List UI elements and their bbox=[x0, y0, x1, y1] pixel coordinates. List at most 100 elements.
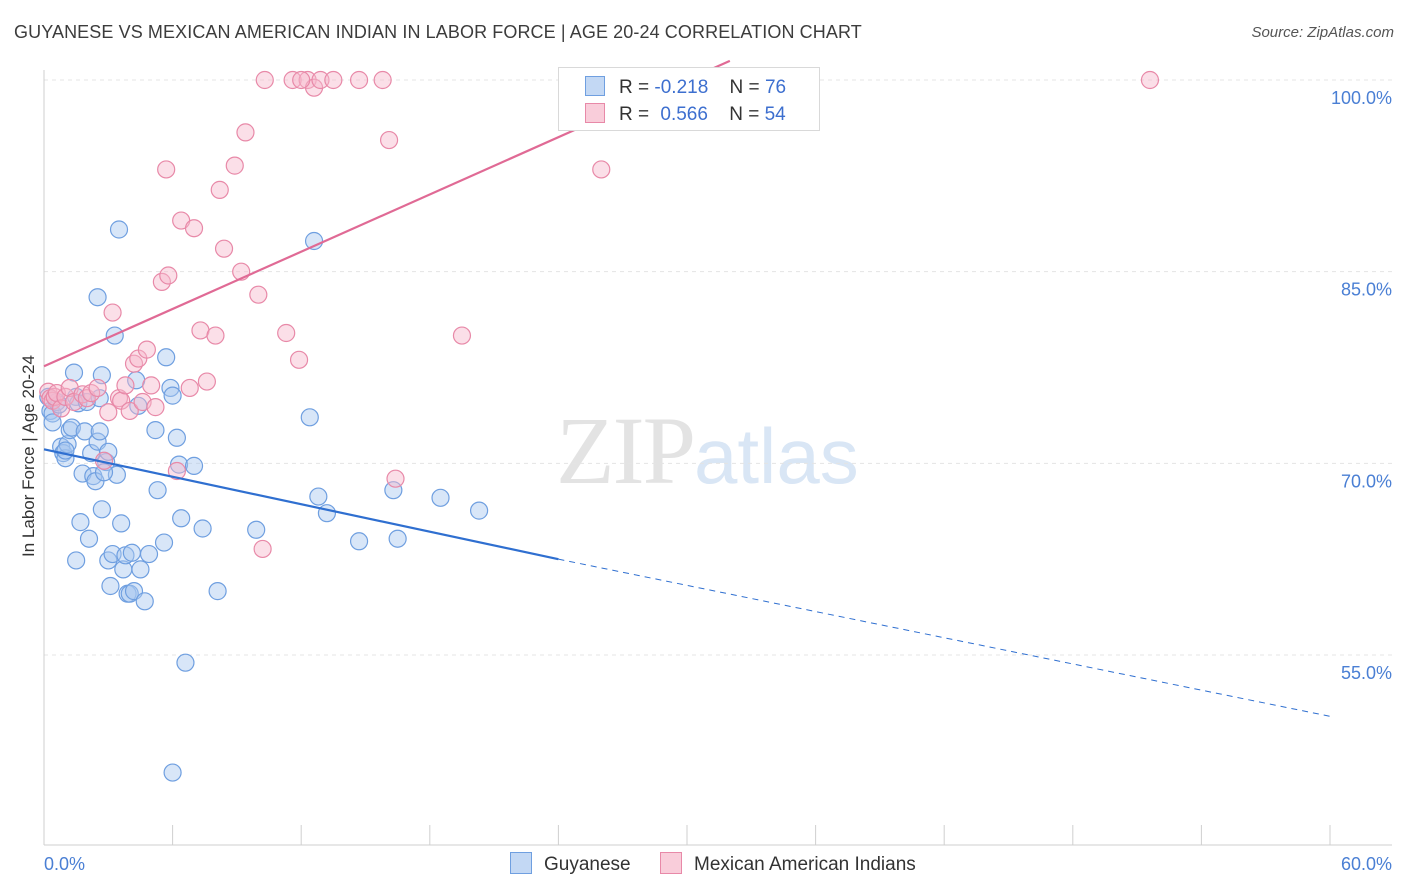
point-guyanese bbox=[122, 543, 141, 562]
legend-n-label: N = bbox=[729, 104, 760, 125]
bottom-legend-label: Guyanese bbox=[544, 854, 631, 875]
legend-r-label: R = bbox=[619, 77, 650, 98]
point-mexican-american-indians bbox=[116, 376, 135, 395]
point-mexican-american-indians bbox=[142, 376, 161, 395]
point-guyanese bbox=[300, 408, 319, 427]
point-guyanese bbox=[309, 487, 328, 506]
point-mexican-american-indians bbox=[289, 350, 309, 369]
legend-r-value: 0.566 bbox=[660, 104, 708, 125]
legend-swatch-guyanese bbox=[585, 76, 605, 96]
legend-n-label: N = bbox=[729, 77, 760, 98]
point-guyanese bbox=[64, 363, 84, 382]
point-guyanese bbox=[101, 576, 120, 596]
point-guyanese bbox=[184, 456, 204, 475]
legend-swatch-mexican bbox=[585, 103, 605, 123]
point-mexican-american-indians bbox=[236, 123, 255, 142]
bottom-legend-swatch-mexican bbox=[660, 852, 682, 874]
watermark-zip: ZIP bbox=[556, 397, 696, 504]
point-guyanese bbox=[469, 501, 489, 520]
point-guyanese bbox=[388, 529, 407, 548]
point-guyanese bbox=[163, 386, 182, 405]
point-mexican-american-indians bbox=[88, 378, 107, 398]
legend-row-guyanese: R = -0.218 N = 76 bbox=[585, 76, 786, 100]
point-guyanese bbox=[109, 220, 129, 239]
point-guyanese bbox=[103, 544, 122, 564]
point-mexican-american-indians bbox=[452, 326, 472, 345]
legend: R = -0.218 N = 76 R = 0.566 N = 54 bbox=[558, 67, 820, 131]
point-mexican-american-indians bbox=[379, 130, 399, 150]
point-guyanese bbox=[167, 428, 186, 447]
point-guyanese bbox=[99, 442, 118, 461]
legend-r-value: -0.218 bbox=[654, 77, 709, 98]
point-guyanese bbox=[208, 582, 227, 601]
point-mexican-american-indians bbox=[255, 70, 274, 90]
bottom-legend-guyanese: Guyanese bbox=[510, 852, 631, 876]
chart-title: GUYANESE VS MEXICAN AMERICAN INDIAN IN L… bbox=[14, 22, 862, 42]
point-guyanese bbox=[88, 288, 107, 307]
watermark: ZIPatlas bbox=[556, 395, 859, 506]
point-mexican-american-indians bbox=[592, 160, 611, 179]
point-mexican-american-indians bbox=[157, 160, 176, 179]
x-tick-label: 60.0% bbox=[1341, 854, 1392, 874]
x-tick-label: 0.0% bbox=[44, 854, 85, 874]
point-guyanese bbox=[56, 441, 75, 460]
point-mexican-american-indians bbox=[249, 285, 268, 304]
point-mexican-american-indians bbox=[210, 180, 229, 199]
point-guyanese bbox=[146, 421, 165, 440]
bottom-legend-mexican-american-indians: Mexican American Indians bbox=[660, 852, 916, 876]
point-guyanese bbox=[112, 514, 131, 533]
legend-r-label: R = bbox=[619, 104, 650, 125]
bottom-legend-swatch-guyanese bbox=[510, 852, 532, 874]
point-guyanese bbox=[317, 504, 337, 523]
point-guyanese bbox=[247, 520, 266, 539]
point-mexican-american-indians bbox=[292, 70, 311, 90]
legend-n-value: 54 bbox=[764, 104, 786, 125]
data-points bbox=[39, 70, 1160, 782]
point-guyanese bbox=[172, 509, 191, 528]
point-mexican-american-indians bbox=[180, 378, 199, 398]
point-mexican-american-indians bbox=[311, 70, 330, 90]
point-mexican-american-indians bbox=[103, 303, 122, 322]
point-mexican-american-indians bbox=[99, 403, 118, 422]
point-guyanese bbox=[349, 532, 369, 551]
point-mexican-american-indians bbox=[373, 70, 392, 90]
point-guyanese bbox=[157, 348, 176, 367]
point-guyanese bbox=[431, 488, 450, 507]
point-guyanese bbox=[154, 533, 174, 552]
point-mexican-american-indians bbox=[146, 398, 165, 417]
point-guyanese bbox=[131, 560, 150, 579]
y-tick-label: 100.0% bbox=[1331, 88, 1392, 108]
point-guyanese bbox=[67, 551, 86, 570]
point-mexican-american-indians bbox=[324, 70, 343, 90]
axes bbox=[43, 70, 1392, 846]
point-guyanese bbox=[71, 513, 90, 532]
legend-n-value: 76 bbox=[764, 77, 787, 98]
y-tick-label: 55.0% bbox=[1341, 663, 1392, 683]
watermark-atlas: atlas bbox=[694, 412, 859, 500]
point-mexican-american-indians bbox=[167, 461, 186, 481]
point-guyanese bbox=[193, 519, 212, 538]
point-mexican-american-indians bbox=[349, 70, 369, 90]
y-tick-label: 85.0% bbox=[1341, 280, 1392, 300]
point-mexican-american-indians bbox=[159, 266, 178, 285]
point-guyanese bbox=[148, 481, 167, 500]
trend-line-guyanese-extension bbox=[558, 558, 1331, 717]
point-mexican-american-indians bbox=[137, 340, 156, 359]
point-guyanese bbox=[139, 544, 159, 564]
bottom-legend-label: Mexican American Indians bbox=[694, 854, 916, 875]
point-guyanese bbox=[43, 413, 62, 432]
point-guyanese bbox=[75, 422, 94, 441]
source-label: Source: ZipAtlas.com bbox=[1251, 24, 1394, 41]
point-guyanese bbox=[90, 422, 109, 441]
point-mexican-american-indians bbox=[197, 372, 216, 391]
point-guyanese bbox=[60, 421, 79, 440]
axis-labels: In Labor Force | Age 20-24 55.0% 70.0% 85.… bbox=[19, 88, 1392, 874]
legend-row-mexican-american-indians: R = 0.566 N = 54 bbox=[585, 103, 786, 127]
point-guyanese bbox=[79, 529, 99, 548]
y-tick-label: 70.0% bbox=[1341, 471, 1392, 491]
point-guyanese bbox=[135, 592, 154, 611]
point-guyanese bbox=[92, 500, 111, 519]
point-guyanese bbox=[176, 653, 195, 672]
point-mexican-american-indians bbox=[206, 326, 225, 345]
